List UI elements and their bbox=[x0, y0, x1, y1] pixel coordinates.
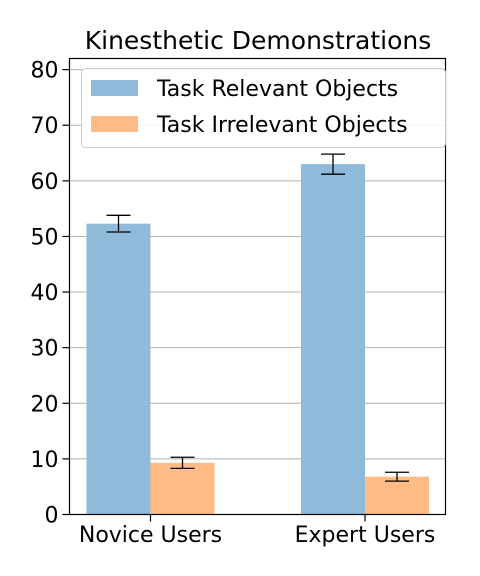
x-tick-label: Novice Users bbox=[79, 523, 222, 548]
y-tick-label: 80 bbox=[31, 59, 59, 84]
plot-frame bbox=[68, 57, 447, 516]
y-tick-label: 70 bbox=[31, 114, 59, 139]
y-tick-label: 50 bbox=[31, 225, 59, 250]
bar-task-relevant bbox=[301, 164, 365, 515]
bar-task-irrelevant bbox=[150, 462, 215, 515]
y-tick-label: 10 bbox=[31, 448, 59, 473]
x-axis: Novice Users Expert Users bbox=[79, 514, 436, 548]
bar-task-relevant bbox=[86, 223, 151, 515]
y-tick-label: 40 bbox=[31, 281, 59, 306]
bars bbox=[86, 164, 429, 515]
y-tick-label: 60 bbox=[31, 170, 59, 195]
legend-box bbox=[81, 68, 446, 148]
bar-task-irrelevant bbox=[365, 476, 429, 515]
y-axis: 0 10 20 30 40 50 60 70 80 bbox=[31, 59, 70, 529]
legend-swatch bbox=[91, 116, 138, 132]
error-bars bbox=[106, 153, 409, 482]
y-tick-label: 30 bbox=[31, 337, 59, 362]
legend-label: Task Relevant Objects bbox=[156, 77, 398, 102]
legend-label: Task Irrelevant Objects bbox=[156, 113, 408, 138]
y-tick-label: 0 bbox=[45, 504, 59, 529]
y-tick-label: 20 bbox=[31, 392, 59, 417]
x-tick-label: Expert Users bbox=[295, 523, 436, 548]
chart-title: Kinesthetic Demonstrations bbox=[85, 26, 432, 55]
legend-swatch bbox=[91, 80, 138, 96]
legend: Task Relevant Objects Task Irrelevant Obj… bbox=[81, 68, 446, 148]
